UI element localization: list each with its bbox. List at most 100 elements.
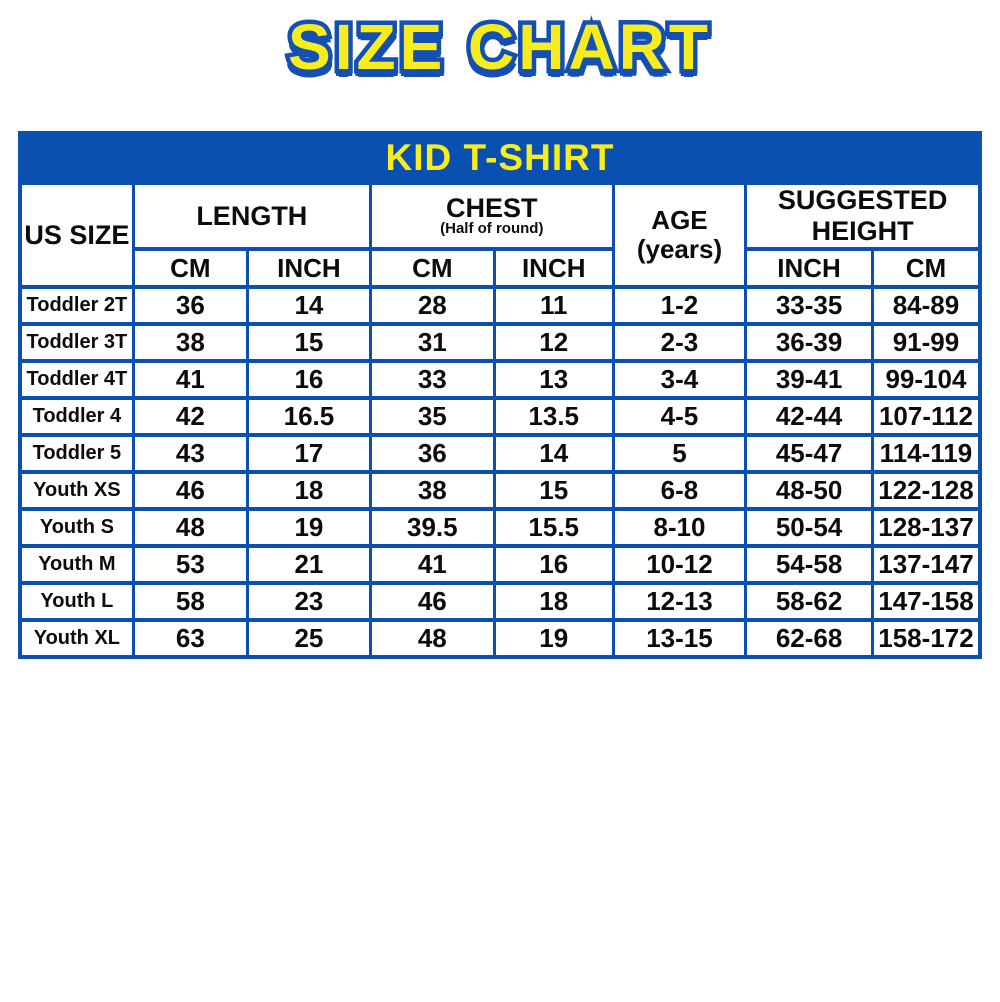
- age-value: 5: [611, 433, 748, 474]
- age-value: 4-5: [611, 396, 748, 437]
- chest-cm-value: 38: [368, 470, 496, 511]
- row-size-label: Toddler 4T: [18, 359, 135, 400]
- header-length-inch: INCH: [246, 247, 372, 289]
- header-chest-label: CHEST: [446, 193, 538, 223]
- header-height-inch: INCH: [744, 247, 874, 289]
- banner-row: KID T-SHIRT: [18, 131, 982, 185]
- height-inch-value: 45-47: [744, 433, 874, 474]
- chest-cm-value: 31: [368, 322, 496, 363]
- length-cm-value: 36: [131, 285, 250, 326]
- chest-cm-value: 36: [368, 433, 496, 474]
- chest-cm-value: 35: [368, 396, 496, 437]
- length-inch-value: 25: [246, 618, 372, 659]
- header-chest-inch: INCH: [492, 247, 615, 289]
- length-inch-value: 15: [246, 322, 372, 363]
- chest-inch-value: 13.5: [492, 396, 615, 437]
- chest-cm-value: 48: [368, 618, 496, 659]
- age-value: 1-2: [611, 285, 748, 326]
- height-cm-value: 91-99: [870, 322, 982, 363]
- header-row-2: CM INCH CM INCH INCH CM: [20, 247, 982, 289]
- header-chest-cm: CM: [368, 247, 496, 289]
- length-cm-value: 63: [131, 618, 250, 659]
- length-inch-value: 21: [246, 544, 372, 585]
- table-row: Toddler 4T 41 16 33 13 3-4 39-41 99-104: [18, 359, 982, 400]
- page-title-wrap: SIZE CHART: [0, 7, 1000, 88]
- length-cm-value: 48: [131, 507, 250, 548]
- height-cm-value: 122-128: [870, 470, 982, 511]
- header-age-label: AGE: [651, 205, 708, 235]
- table-row: Youth M 53 21 41 16 10-12 54-58 137-147: [18, 544, 982, 585]
- row-size-label: Youth XL: [18, 618, 135, 659]
- header-suggested-height: SUGGESTED HEIGHT: [744, 181, 982, 251]
- header-length-cm: CM: [131, 247, 250, 289]
- row-size-label: Youth L: [18, 581, 135, 622]
- chest-inch-value: 11: [492, 285, 615, 326]
- header-row-1: US SIZE LENGTH CHEST (Half of round) AGE…: [18, 181, 982, 289]
- length-cm-value: 53: [131, 544, 250, 585]
- header-age-sublabel: (years): [636, 234, 723, 264]
- chest-inch-value: 15: [492, 470, 615, 511]
- chest-cm-value: 39.5: [368, 507, 496, 548]
- height-inch-value: 54-58: [744, 544, 874, 585]
- chest-inch-value: 19: [492, 618, 615, 659]
- header-age: AGE (years): [611, 181, 748, 289]
- length-cm-value: 41: [131, 359, 250, 400]
- length-inch-value: 19: [246, 507, 372, 548]
- chest-cm-value: 33: [368, 359, 496, 400]
- height-inch-value: 50-54: [744, 507, 874, 548]
- age-value: 12-13: [611, 581, 748, 622]
- height-inch-value: 42-44: [744, 396, 874, 437]
- height-cm-value: 147-158: [870, 581, 982, 622]
- table-row: Toddler 5 43 17 36 14 5 45-47 114-119: [18, 433, 982, 474]
- row-size-label: Toddler 5: [18, 433, 135, 474]
- row-size-label: Youth S: [18, 507, 135, 548]
- age-value: 10-12: [611, 544, 748, 585]
- length-inch-value: 17: [246, 433, 372, 474]
- height-cm-value: 128-137: [870, 507, 982, 548]
- length-cm-value: 38: [131, 322, 250, 363]
- length-cm-value: 58: [131, 581, 250, 622]
- length-cm-value: 42: [131, 396, 250, 437]
- chest-cm-value: 28: [368, 285, 496, 326]
- row-size-label: Toddler 3T: [18, 322, 135, 363]
- length-inch-value: 23: [246, 581, 372, 622]
- table-banner: KID T-SHIRT: [18, 131, 982, 185]
- row-size-label: Youth M: [18, 544, 135, 585]
- header-chest-sublabel: (Half of round): [440, 220, 544, 237]
- header-chest: CHEST (Half of round): [368, 181, 615, 251]
- row-size-label: Youth XS: [18, 470, 135, 511]
- table-row: Youth XS 46 18 38 15 6-8 48-50 122-128: [18, 470, 982, 511]
- header-length: LENGTH: [131, 181, 372, 251]
- row-size-label: Toddler 4: [18, 396, 135, 437]
- height-cm-value: 99-104: [870, 359, 982, 400]
- length-inch-value: 16: [246, 359, 372, 400]
- table-row: Youth L 58 23 46 18 12-13 58-62 147-158: [18, 581, 982, 622]
- header-height-cm: CM: [870, 247, 982, 289]
- height-cm-value: 84-89: [870, 285, 982, 326]
- age-value: 8-10: [611, 507, 748, 548]
- chest-cm-value: 46: [368, 581, 496, 622]
- height-inch-value: 58-62: [744, 581, 874, 622]
- table-row: Toddler 2T 36 14 28 11 1-2 33-35 84-89: [18, 285, 982, 326]
- height-cm-value: 107-112: [870, 396, 982, 437]
- height-inch-value: 39-41: [744, 359, 874, 400]
- chest-inch-value: 12: [492, 322, 615, 363]
- table-row: Youth XL 63 25 48 19 13-15 62-68 158-172: [18, 618, 982, 659]
- chest-inch-value: 15.5: [492, 507, 615, 548]
- size-chart-table: KID T-SHIRT US SIZE LENGTH CHEST (Half o…: [18, 131, 982, 659]
- age-value: 13-15: [611, 618, 748, 659]
- page-title: SIZE CHART: [284, 7, 713, 88]
- age-value: 2-3: [611, 322, 748, 363]
- table-row: Toddler 3T 38 15 31 12 2-3 36-39 91-99: [18, 322, 982, 363]
- header-us-size: US SIZE: [18, 181, 135, 289]
- height-cm-value: 137-147: [870, 544, 982, 585]
- height-cm-value: 114-119: [870, 433, 982, 474]
- height-inch-value: 62-68: [744, 618, 874, 659]
- chest-inch-value: 14: [492, 433, 615, 474]
- height-inch-value: 33-35: [744, 285, 874, 326]
- height-inch-value: 48-50: [744, 470, 874, 511]
- length-inch-value: 14: [246, 285, 372, 326]
- height-inch-value: 36-39: [744, 322, 874, 363]
- chest-inch-value: 18: [492, 581, 615, 622]
- table-row: Youth S 48 19 39.5 15.5 8-10 50-54 128-1…: [18, 507, 982, 548]
